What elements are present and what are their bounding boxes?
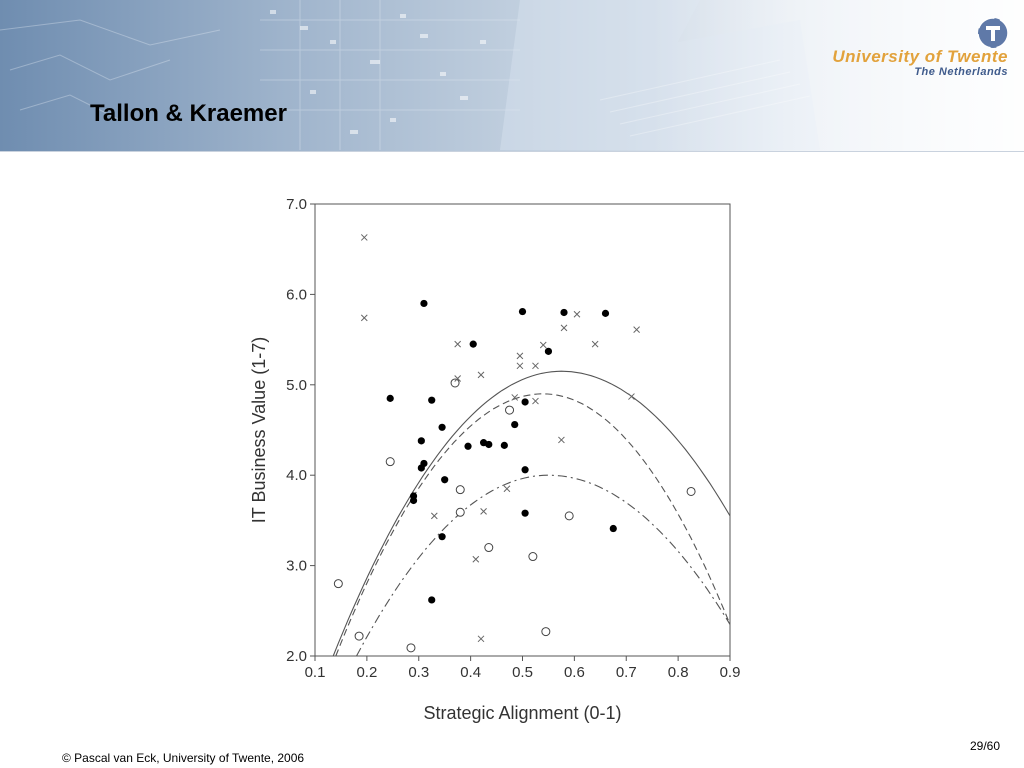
- filled-circle-point: [609, 524, 617, 533]
- university-country: The Netherlands: [914, 66, 1008, 78]
- y-axis-label: IT Business Value (1-7): [249, 337, 269, 523]
- cross-point: [454, 375, 462, 382]
- filled-circle-point: [521, 509, 529, 517]
- cross-point: [430, 512, 438, 520]
- x-tick-label: 0.1: [305, 664, 326, 681]
- cross-point: [360, 314, 368, 322]
- y-tick-label: 6.0: [286, 286, 307, 303]
- cross-point: [539, 341, 547, 349]
- circuit-board-banner-image: [0, 0, 1024, 152]
- cross-point: [560, 324, 568, 332]
- cross-point: [477, 635, 485, 643]
- cross-point: [532, 362, 539, 370]
- cross-point: [633, 326, 640, 334]
- y-tick-label: 7.0: [286, 196, 307, 213]
- plot-frame: [314, 203, 731, 657]
- x-tick-label: 0.2: [356, 664, 377, 681]
- filled-circle-point: [420, 299, 428, 308]
- filled-circle-point: [428, 396, 436, 404]
- cross-point: [532, 397, 539, 405]
- filled-circle-point: [469, 340, 477, 348]
- x-tick-label: 0.3: [408, 664, 429, 681]
- scatter-chart: 2.0 3.0 4.0 5.0 6.0 7.0 0.1 0.2 0.3 0.4 0.5 0.6 0.7 0…: [249, 196, 741, 723]
- open-circle-point: [541, 627, 551, 637]
- y-tick-label: 2.0: [286, 648, 307, 665]
- cross-point: [628, 393, 635, 400]
- filled-circle-point: [438, 423, 446, 431]
- filled-circle-point: [544, 347, 553, 355]
- filled-circle-point: [521, 466, 529, 474]
- cross-point: [480, 508, 487, 515]
- filled-circle-point: [485, 440, 493, 449]
- cross-point: [558, 436, 565, 444]
- y-tick-label: 3.0: [286, 558, 307, 575]
- cross-point: [573, 310, 581, 318]
- university-name: University of Twente: [832, 47, 1008, 66]
- filled-circle-point: [560, 308, 568, 317]
- x-tick-label: 0.7: [616, 664, 637, 681]
- cross-point: [511, 394, 519, 401]
- filled-circle-point: [386, 394, 394, 402]
- x-tick-label: 0.8: [668, 664, 689, 681]
- cross-point: [503, 485, 511, 493]
- open-circle-point: [385, 457, 395, 467]
- cross-point: [472, 555, 480, 563]
- open-circle-point: [528, 552, 538, 562]
- cross-point: [454, 340, 462, 348]
- slide-header: University of Twente The Netherlands Tal…: [0, 0, 1024, 152]
- fit-curve-dashed: [335, 393, 731, 657]
- open-circle-point: [406, 643, 416, 653]
- filled-circle-point: [420, 459, 428, 468]
- x-tick-label: 0.9: [720, 664, 741, 681]
- filled-circle-point: [601, 309, 610, 317]
- filled-circle-point: [417, 437, 425, 445]
- open-circle-point: [455, 507, 465, 517]
- header-divider: [0, 151, 1024, 152]
- filled-circle-point: [511, 420, 519, 429]
- cross-point: [360, 234, 368, 241]
- filled-circle-point: [500, 441, 508, 449]
- page-number: 29/60: [969, 739, 1000, 753]
- open-circle-point: [450, 378, 460, 388]
- slide-title: Tallon & Kraemer: [90, 100, 287, 127]
- filled-circle-point: [441, 476, 449, 484]
- y-tick-label: 4.0: [286, 467, 307, 484]
- fit-curve-dash-dot: [356, 474, 731, 657]
- filled-circle-point: [428, 596, 436, 604]
- fit-curve-solid: [332, 370, 731, 657]
- filled-circle-point: [438, 533, 446, 541]
- footer-copyright: © Pascal van Eck, University of Twente, …: [62, 751, 305, 765]
- open-circle-point: [484, 543, 494, 553]
- filled-circle-point: [409, 496, 418, 505]
- filled-circle-point: [518, 307, 527, 316]
- x-tick-label: 0.4: [460, 664, 481, 681]
- open-circle-point: [354, 631, 364, 641]
- open-circle-point: [564, 511, 574, 521]
- cross-point: [516, 362, 524, 370]
- x-tick-label: 0.5: [512, 664, 533, 681]
- open-circle-point: [455, 485, 465, 495]
- filled-circle-point: [464, 442, 472, 450]
- filled-circle-point: [521, 398, 529, 406]
- open-circle-point: [505, 405, 515, 415]
- open-circle-point: [333, 579, 343, 589]
- x-axis-label: Strategic Alignment (0-1): [423, 703, 621, 723]
- x-tick-label: 0.6: [564, 664, 585, 681]
- university-of-twente-logo-icon: [977, 17, 1009, 49]
- cross-point: [477, 371, 485, 379]
- cross-point: [516, 352, 524, 360]
- y-tick-label: 5.0: [286, 377, 307, 394]
- cross-point: [591, 340, 599, 348]
- open-circle-point: [686, 486, 696, 496]
